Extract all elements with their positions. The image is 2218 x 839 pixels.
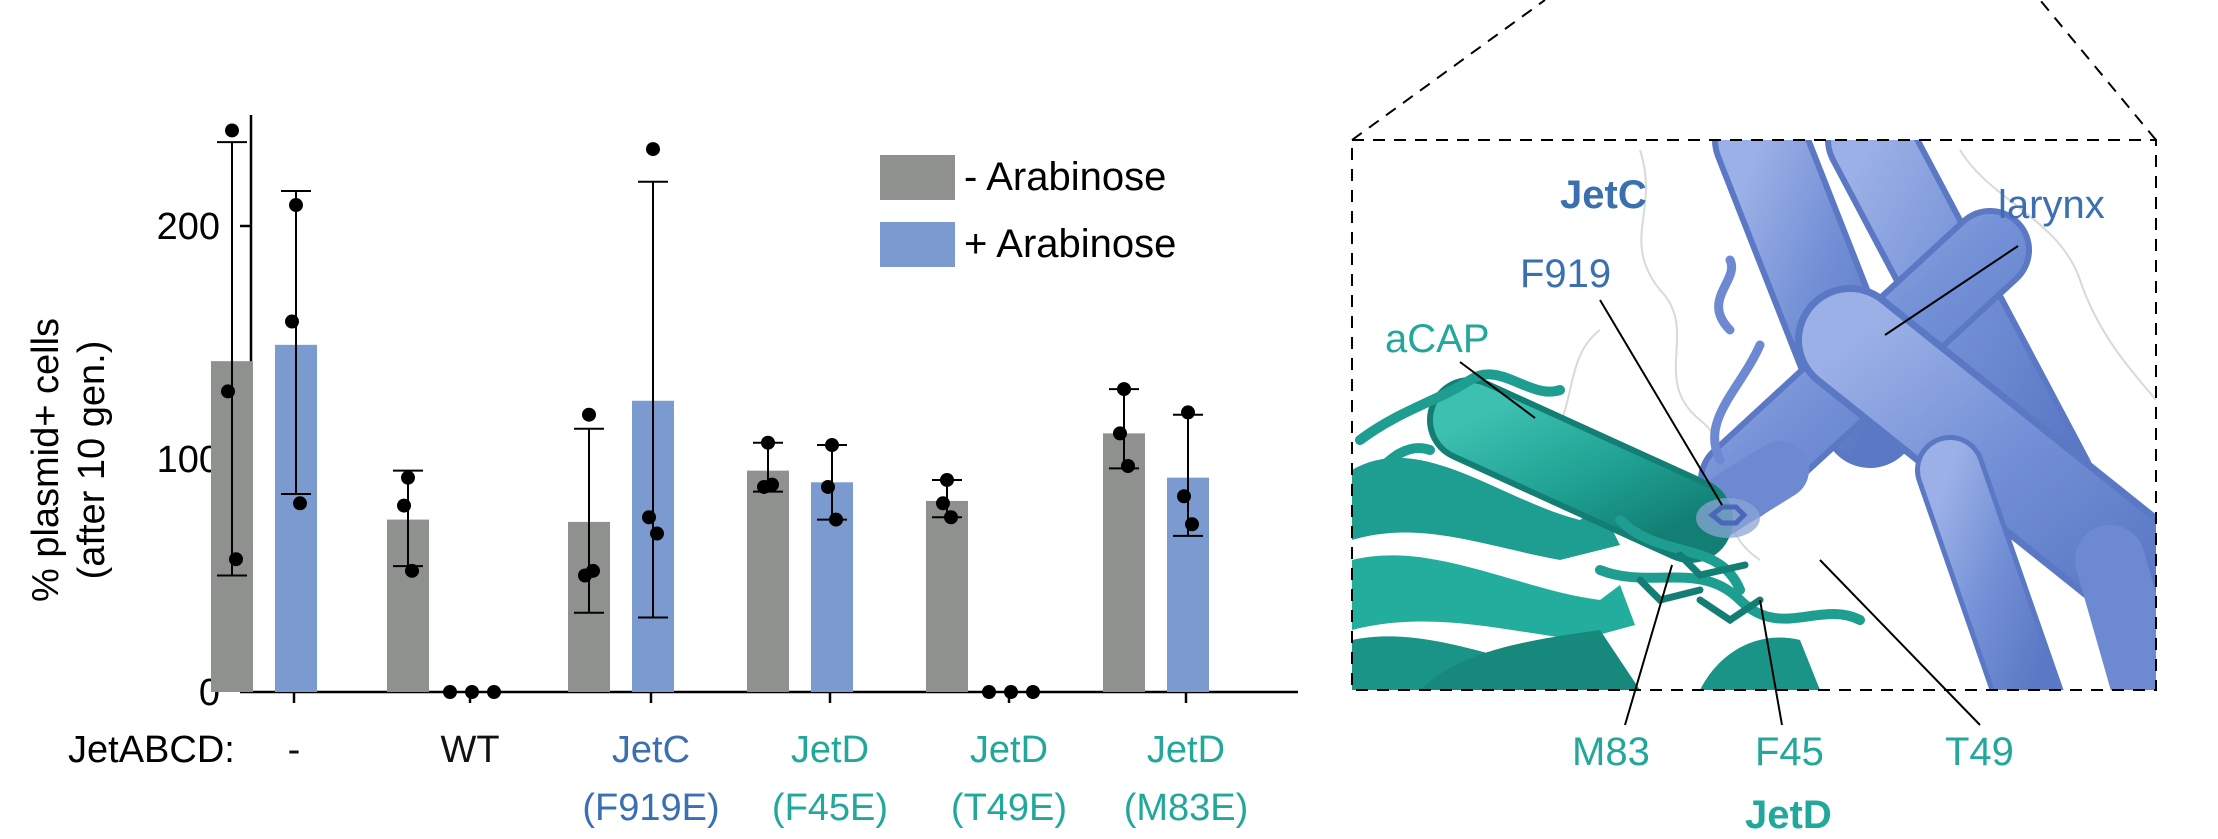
larynx-label: larynx xyxy=(1998,183,2105,227)
data-point xyxy=(825,438,839,453)
structure-panel: JetC larynx F919 aCAP M83 F45 T49 JetD xyxy=(1351,0,2157,837)
error-bar xyxy=(574,427,604,614)
data-point xyxy=(646,142,660,157)
category-label: WT xyxy=(440,729,499,771)
legend-label-minus: - Arabinose xyxy=(964,155,1166,199)
bar xyxy=(926,500,968,692)
data-points xyxy=(221,123,1199,699)
acap-label: aCAP xyxy=(1385,317,1490,361)
data-point xyxy=(405,563,419,578)
data-point xyxy=(285,314,299,329)
data-point xyxy=(289,198,303,213)
legend-swatch-plus xyxy=(880,222,955,267)
category-label: JetD xyxy=(970,729,1048,771)
x-ticks xyxy=(292,692,1188,703)
data-point xyxy=(1113,426,1127,441)
bar xyxy=(1103,433,1145,692)
data-point xyxy=(940,472,954,487)
data-point xyxy=(1004,685,1018,699)
row-label: JetABCD: xyxy=(68,729,235,771)
jetd-label: JetD xyxy=(1745,793,1832,837)
error-bar xyxy=(281,190,311,495)
legend: - Arabinose + Arabinose xyxy=(880,155,1176,267)
y-axis-label: % plasmid+ cells (after 10 gen.) xyxy=(25,318,113,602)
data-point xyxy=(642,510,656,525)
t49-label: T49 xyxy=(1945,730,2014,774)
data-point xyxy=(1121,458,1135,473)
protein-render xyxy=(1352,140,2156,690)
m83-label: M83 xyxy=(1572,730,1650,774)
legend-swatch-minus xyxy=(880,155,955,200)
category-label: JetD xyxy=(1147,729,1225,771)
category-labels: - WT JetC (F919E) JetD (F45E) JetD (T49E) JetD (M… xyxy=(288,729,1249,829)
error-bar xyxy=(638,180,668,619)
data-point xyxy=(586,563,600,578)
data-point xyxy=(582,407,596,422)
jetc-label: JetC xyxy=(1560,173,1647,217)
f919-residue xyxy=(1696,498,1760,538)
data-point xyxy=(221,384,235,399)
zoom-line-right xyxy=(2039,0,2157,141)
data-point xyxy=(821,479,835,494)
data-point xyxy=(293,496,307,511)
data-point xyxy=(829,512,843,527)
data-point xyxy=(229,552,243,567)
category-sublabel: (F45E) xyxy=(772,787,888,829)
data-point xyxy=(1177,489,1191,504)
data-point xyxy=(1117,382,1131,397)
panel-border xyxy=(1351,139,2157,691)
category-label: JetD xyxy=(791,729,869,771)
legend-label-plus: + Arabinose xyxy=(964,222,1176,266)
bar xyxy=(747,470,789,692)
data-point xyxy=(1185,517,1199,532)
category-sublabel: (T49E) xyxy=(951,787,1067,829)
leader-lines xyxy=(1459,245,2019,726)
data-point xyxy=(1026,685,1040,699)
y-axis-title: % plasmid+ cells xyxy=(25,318,67,602)
jetc-helices xyxy=(1671,140,2156,690)
error-bars xyxy=(217,141,1203,619)
y-axis-subtitle: (after 10 gen.) xyxy=(71,341,113,580)
data-point xyxy=(401,470,415,485)
zoom-line-left xyxy=(1351,0,1546,141)
data-point xyxy=(982,685,996,699)
y-tick-label: 200 xyxy=(157,206,220,248)
data-point xyxy=(936,496,950,511)
jetd-cartoon xyxy=(1352,369,1865,690)
data-point xyxy=(487,685,501,699)
data-point xyxy=(465,685,479,699)
category-sublabel: (M83E) xyxy=(1124,787,1249,829)
f45-label: F45 xyxy=(1755,730,1824,774)
data-point xyxy=(225,123,239,138)
data-point xyxy=(761,435,775,450)
error-bar xyxy=(217,141,247,577)
data-point xyxy=(397,498,411,513)
data-point xyxy=(443,685,457,699)
category-sublabel: (F919E) xyxy=(582,787,719,829)
f919-label: F919 xyxy=(1520,252,1611,296)
data-point xyxy=(650,526,664,541)
bars xyxy=(211,344,1209,692)
category-label: JetC xyxy=(612,729,690,771)
category-label: - xyxy=(288,729,301,771)
data-point xyxy=(765,477,779,492)
y-tick-label: 100 xyxy=(157,439,220,481)
data-point xyxy=(1181,405,1195,420)
data-point xyxy=(944,510,958,525)
